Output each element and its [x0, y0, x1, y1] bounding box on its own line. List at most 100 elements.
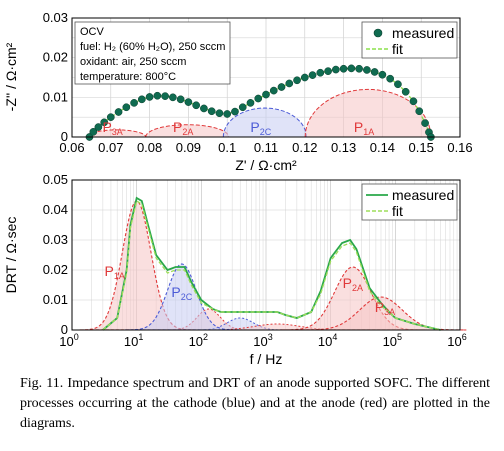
nyquist-measured-point [130, 99, 138, 107]
nyquist-measured-point [409, 97, 418, 106]
drt-plot: P1A P2C P2A P3A 100 101 102 103 104 105 106 0 0.01… [3, 172, 467, 367]
nyquist-measured-point [223, 110, 232, 118]
nyquist-y-tick: 0 [61, 129, 68, 144]
nyquist-measured-point [200, 104, 208, 113]
conditions-annotation: OCV fuel: H₂ (60% H₂O), 250 sccm oxidant… [74, 21, 231, 85]
nyquist-measured-point [169, 93, 177, 102]
nyquist-measured-point [89, 127, 98, 136]
drt-y-tick: 0 [61, 322, 68, 337]
drt-y-tick: 0.01 [43, 292, 68, 307]
nyquist-x-tick: 0.11 [254, 140, 278, 155]
nyquist-measured-point [207, 107, 216, 116]
nyquist-measured-point [300, 73, 309, 82]
nyquist-process-label: P2C [250, 119, 271, 137]
nyquist-measured-point [137, 95, 146, 104]
drt-series [102, 196, 441, 331]
nyquist-y-tick: 0.02 [43, 50, 68, 65]
nyquist-legend-fit: fit [392, 41, 403, 57]
nyquist-measured-point [308, 71, 317, 79]
nyquist-measured-point [401, 87, 410, 96]
nyquist-measured-point [114, 108, 123, 116]
nyquist-measured-point [94, 123, 103, 131]
drt-y-tick: 0.04 [43, 202, 68, 217]
drt-y-tick: 0.05 [43, 172, 68, 187]
nyquist-y-tick: 0.01 [43, 89, 68, 104]
nyquist-x-ticks: 0.06 0.07 0.08 0.09 0.1 0.11 0.12 0.13 0.14 0.15 0… [59, 140, 472, 155]
conditions-line-1: OCV [80, 26, 105, 38]
drt-x-tick: 105 [383, 332, 402, 349]
nyquist-y-ticks: 0 0.01 0.02 0.03 [43, 10, 68, 144]
nyquist-measured-point [184, 98, 193, 106]
drt-y-tick: 0.03 [43, 232, 68, 247]
drt-x-tick: 103 [253, 332, 272, 349]
nyquist-measured-point [370, 68, 379, 76]
nyquist-process-label: P1A [354, 119, 374, 137]
nyquist-measured-point [262, 90, 270, 99]
nyquist-measured-point [122, 103, 131, 112]
nyquist-legend-box [361, 21, 458, 59]
nyquist-measured-point [145, 93, 154, 101]
drt-legend-measured: measured [392, 187, 454, 203]
nyquist-x-tick: 0.09 [176, 140, 201, 155]
drt-series-measured [102, 196, 441, 331]
nyquist-measured-point [246, 99, 255, 107]
drt-process-label: P1A [104, 263, 124, 281]
nyquist-legend: measured fit [361, 21, 458, 59]
drt-process-label: P2C [171, 284, 192, 302]
figure-caption: Fig. 11. Impedance spectrum and DRT of a… [20, 376, 490, 431]
nyquist-measured-point [215, 109, 224, 118]
nyquist-measured-point [269, 86, 278, 95]
drt-process-label: P3A [375, 299, 395, 317]
drt-x-tick: 100 [59, 332, 78, 349]
nyquist-x-tick: 0.15 [409, 140, 434, 155]
nyquist-measured-point [238, 103, 247, 112]
drt-process-label: P2A [343, 275, 363, 293]
nyquist-measured-point [378, 70, 387, 79]
nyquist-x-label: Z' / Ω·cm² [235, 157, 297, 173]
drt-x-tick: 102 [189, 332, 208, 349]
nyquist-measured-point [293, 76, 301, 85]
nyquist-measured-point [161, 92, 169, 100]
nyquist-processes [86, 88, 432, 138]
nyquist-process-1A [304, 88, 432, 138]
nyquist-process-3A [86, 129, 147, 138]
drt-frame [71, 179, 461, 331]
drt-legend-box [361, 183, 458, 221]
nyquist-x-tick: 0.08 [137, 140, 162, 155]
drt-x-label: f / Hz [250, 351, 283, 367]
drt-process-2C [124, 263, 239, 331]
legend-measured-marker [373, 28, 383, 38]
nyquist-process-label: P3A [102, 119, 122, 137]
nyquist-measured-point [363, 66, 371, 74]
conditions-line-4: temperature: 800°C [80, 71, 176, 83]
nyquist-x-tick: 0.16 [447, 140, 472, 155]
drt-y-ticks: 0 0.01 0.02 0.03 0.04 0.05 [43, 172, 68, 337]
nyquist-process-2C [222, 107, 307, 138]
nyquist-measured-point [316, 68, 325, 77]
nyquist-measured-point [192, 101, 201, 110]
nyquist-measured-point [231, 107, 239, 116]
nyquist-measured-point [394, 80, 402, 89]
nyquist-process-label: P2A [173, 119, 193, 137]
nyquist-y-label: -Z'' / Ω·cm² [3, 42, 19, 111]
nyquist-measured-point [176, 95, 185, 104]
nyquist-process-2A [145, 124, 230, 138]
nyquist-x-tick: 0.13 [331, 140, 356, 155]
nyquist-x-tick: 0.06 [59, 140, 84, 155]
nyquist-measured-point [421, 119, 429, 127]
conditions-line-3: oxidant: air, 250 sccm [80, 56, 186, 68]
nyquist-measured-point [153, 91, 162, 100]
conditions-line-2: fuel: H₂ (60% H₂O), 250 sccm [80, 41, 225, 53]
nyquist-measured-series [85, 64, 435, 141]
nyquist-measured-point [100, 118, 109, 127]
drt-processes [79, 200, 467, 331]
nyquist-x-tick: 0.07 [98, 140, 123, 155]
drt-y-label: DRT / Ω·sec [3, 217, 19, 294]
nyquist-plot: P3A P2A P2C P1A 0.06 0.07 0.08 0.09 0.1 0.11 0.12… [3, 10, 473, 173]
nyquist-frame [71, 17, 461, 138]
nyquist-measured-point [386, 74, 395, 83]
nyquist-measured-point [339, 64, 348, 73]
nyquist-measured-point [415, 107, 424, 116]
drt-x-tick: 104 [318, 332, 337, 349]
drt-process-3A [295, 296, 467, 331]
